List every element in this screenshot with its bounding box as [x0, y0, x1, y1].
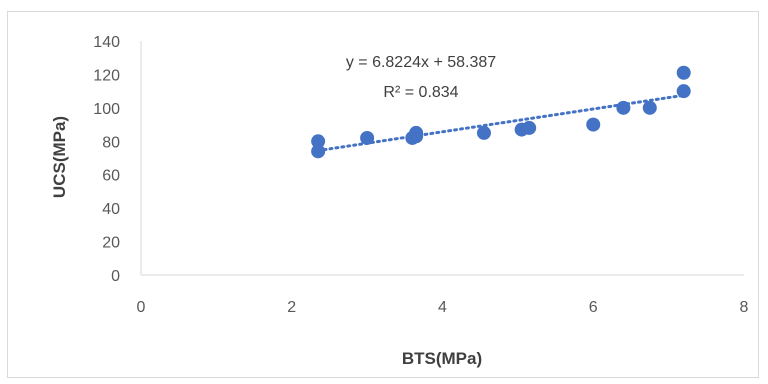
data-point	[311, 134, 326, 149]
data-points	[311, 65, 691, 159]
trendline-r-squared: R² = 0.834	[383, 84, 458, 101]
data-point	[586, 117, 601, 132]
x-tick-label: 0	[137, 299, 146, 316]
trendline-equation: y = 6.8224x + 58.387	[346, 54, 496, 71]
x-axis-ticks: 0 2 4 6 8	[137, 299, 749, 316]
data-point	[676, 65, 691, 80]
y-tick-label: 20	[102, 235, 120, 252]
y-tick-label: 120	[93, 67, 120, 84]
chart-area	[7, 11, 759, 378]
y-tick-label: 80	[102, 134, 120, 151]
y-tick-label: 0	[111, 268, 120, 285]
data-point	[360, 130, 375, 145]
data-point	[676, 84, 691, 99]
y-tick-label: 60	[102, 168, 120, 185]
x-axis-title: BTS(MPa)	[402, 349, 482, 368]
y-tick-label: 100	[93, 101, 120, 118]
x-tick-label: 2	[287, 299, 296, 316]
x-tick-label: 8	[740, 299, 749, 316]
x-tick-label: 4	[438, 299, 447, 316]
y-axis-title: UCS(MPa)	[50, 116, 69, 198]
y-tick-label: 40	[102, 201, 120, 218]
y-tick-label: 140	[93, 34, 120, 51]
data-point	[476, 125, 491, 140]
data-point	[311, 144, 326, 159]
data-point	[642, 100, 657, 115]
x-tick-label: 6	[589, 299, 598, 316]
data-point	[409, 125, 424, 140]
y-axis-ticks: 0 20 40 60 80 100 120 140	[93, 34, 120, 285]
data-point	[616, 100, 631, 115]
data-point	[522, 120, 537, 135]
